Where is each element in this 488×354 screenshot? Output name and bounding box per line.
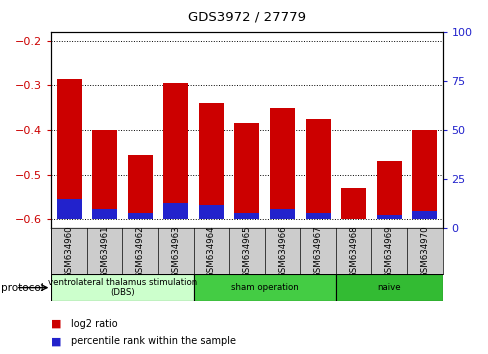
Text: percentile rank within the sample: percentile rank within the sample bbox=[71, 336, 235, 346]
Text: naive: naive bbox=[377, 283, 400, 292]
Text: GSM634965: GSM634965 bbox=[242, 225, 251, 278]
Bar bbox=[269, 209, 294, 219]
Bar bbox=[305, 119, 330, 219]
Text: GSM634964: GSM634964 bbox=[206, 225, 215, 278]
Bar bbox=[199, 205, 224, 219]
Bar bbox=[92, 209, 117, 219]
Bar bbox=[127, 213, 152, 219]
Text: protocol: protocol bbox=[1, 282, 43, 293]
Bar bbox=[57, 199, 81, 219]
Bar bbox=[163, 83, 188, 219]
Text: ■: ■ bbox=[51, 336, 61, 346]
Bar bbox=[376, 215, 401, 219]
Bar bbox=[57, 79, 81, 219]
Text: GSM634968: GSM634968 bbox=[348, 225, 357, 278]
Bar bbox=[341, 218, 366, 219]
Text: GSM634969: GSM634969 bbox=[384, 225, 393, 278]
Bar bbox=[305, 213, 330, 219]
Bar bbox=[193, 274, 335, 301]
Text: GSM634970: GSM634970 bbox=[419, 225, 428, 278]
Bar bbox=[411, 211, 436, 219]
Bar bbox=[411, 130, 436, 219]
Text: GDS3972 / 27779: GDS3972 / 27779 bbox=[187, 11, 305, 24]
Text: log2 ratio: log2 ratio bbox=[71, 319, 117, 329]
Bar bbox=[335, 274, 442, 301]
Bar bbox=[199, 103, 224, 219]
Text: GSM634966: GSM634966 bbox=[278, 225, 286, 278]
Bar bbox=[269, 108, 294, 219]
Bar bbox=[51, 274, 193, 301]
Bar bbox=[163, 203, 188, 219]
Text: GSM634961: GSM634961 bbox=[100, 225, 109, 278]
Text: GSM634967: GSM634967 bbox=[313, 225, 322, 278]
Bar bbox=[376, 161, 401, 219]
Bar bbox=[234, 124, 259, 219]
Bar bbox=[127, 155, 152, 219]
Bar bbox=[234, 213, 259, 219]
Text: sham operation: sham operation bbox=[230, 283, 298, 292]
Text: GSM634962: GSM634962 bbox=[136, 225, 144, 278]
Text: GSM634963: GSM634963 bbox=[171, 225, 180, 278]
Bar bbox=[92, 130, 117, 219]
Bar bbox=[341, 188, 366, 219]
Text: GSM634960: GSM634960 bbox=[64, 225, 74, 278]
Text: ■: ■ bbox=[51, 319, 61, 329]
Text: ventrolateral thalamus stimulation
(DBS): ventrolateral thalamus stimulation (DBS) bbox=[48, 278, 197, 297]
